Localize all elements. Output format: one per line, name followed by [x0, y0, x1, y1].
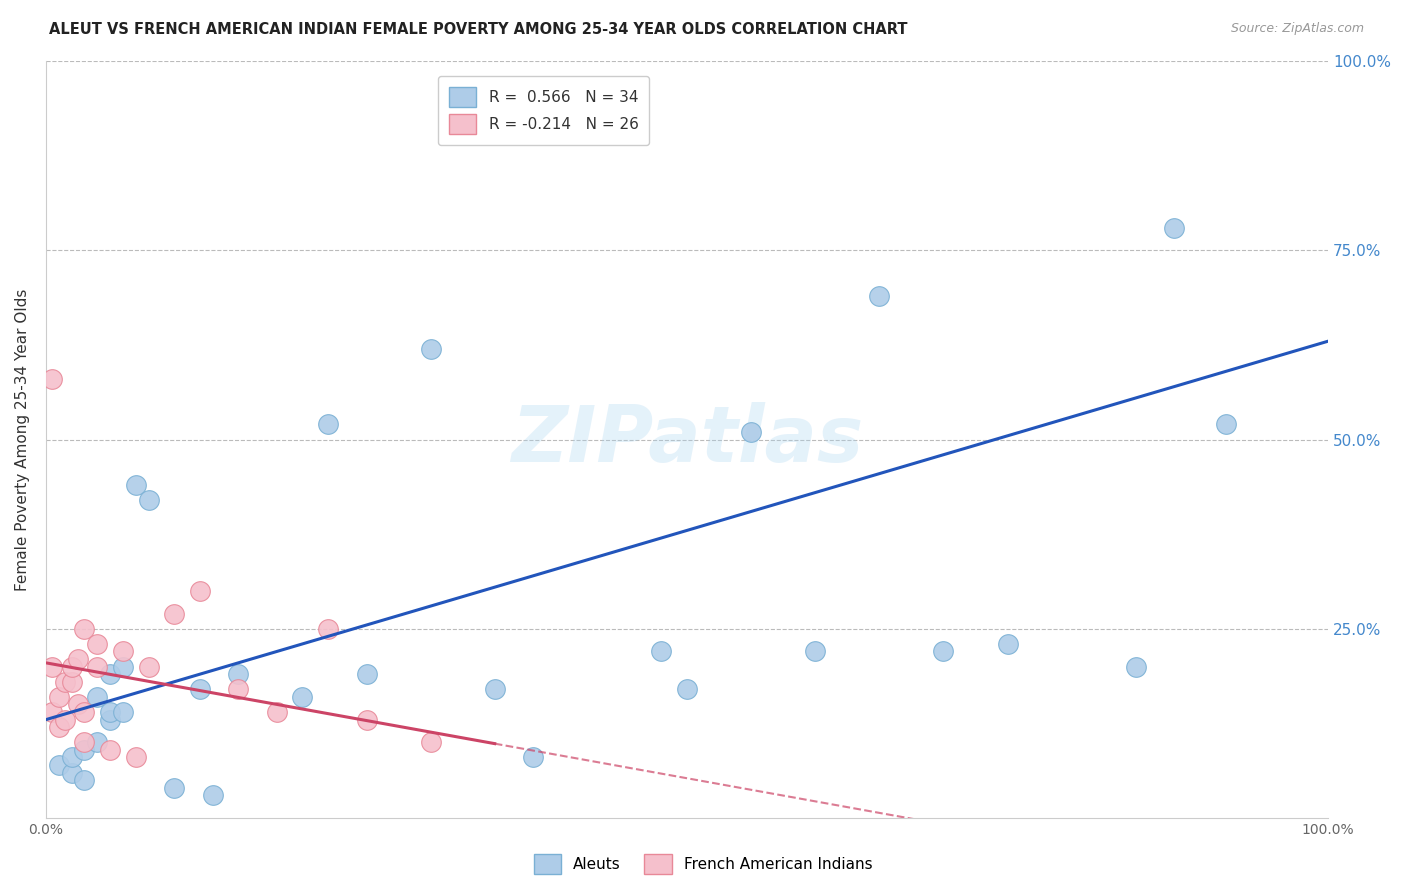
Point	[48, 690, 70, 704]
Point	[41, 372, 63, 386]
Point	[73, 622, 96, 636]
Point	[188, 682, 211, 697]
Point	[111, 659, 134, 673]
Point	[316, 417, 339, 432]
Point	[740, 425, 762, 439]
Legend: R =  0.566   N = 34, R = -0.214   N = 26: R = 0.566 N = 34, R = -0.214 N = 26	[439, 77, 650, 145]
Point	[73, 743, 96, 757]
Point	[98, 705, 121, 719]
Point	[1163, 220, 1185, 235]
Text: ALEUT VS FRENCH AMERICAN INDIAN FEMALE POVERTY AMONG 25-34 YEAR OLDS CORRELATION: ALEUT VS FRENCH AMERICAN INDIAN FEMALE P…	[49, 22, 908, 37]
Point	[41, 705, 63, 719]
Point	[86, 690, 108, 704]
Point	[98, 667, 121, 681]
Point	[522, 750, 544, 764]
Point	[41, 659, 63, 673]
Point	[356, 713, 378, 727]
Point	[48, 758, 70, 772]
Point	[111, 705, 134, 719]
Point	[73, 773, 96, 788]
Point	[868, 289, 890, 303]
Point	[291, 690, 314, 704]
Point	[73, 705, 96, 719]
Point	[226, 682, 249, 697]
Point	[125, 750, 148, 764]
Point	[1215, 417, 1237, 432]
Point	[111, 644, 134, 658]
Point	[73, 735, 96, 749]
Point	[932, 644, 955, 658]
Point	[356, 667, 378, 681]
Point	[125, 478, 148, 492]
Point	[60, 750, 83, 764]
Point	[650, 644, 672, 658]
Legend: Aleuts, French American Indians: Aleuts, French American Indians	[527, 848, 879, 880]
Point	[98, 743, 121, 757]
Point	[66, 652, 89, 666]
Point	[163, 607, 186, 621]
Point	[138, 493, 160, 508]
Point	[997, 637, 1019, 651]
Point	[60, 659, 83, 673]
Point	[138, 659, 160, 673]
Text: Source: ZipAtlas.com: Source: ZipAtlas.com	[1230, 22, 1364, 36]
Point	[484, 682, 506, 697]
Point	[86, 637, 108, 651]
Point	[419, 735, 441, 749]
Point	[676, 682, 699, 697]
Point	[226, 667, 249, 681]
Point	[53, 674, 76, 689]
Point	[86, 659, 108, 673]
Point	[804, 644, 827, 658]
Point	[266, 705, 288, 719]
Point	[53, 713, 76, 727]
Point	[86, 735, 108, 749]
Point	[163, 780, 186, 795]
Point	[316, 622, 339, 636]
Y-axis label: Female Poverty Among 25-34 Year Olds: Female Poverty Among 25-34 Year Olds	[15, 288, 30, 591]
Text: ZIPatlas: ZIPatlas	[510, 401, 863, 477]
Point	[1125, 659, 1147, 673]
Point	[419, 342, 441, 356]
Point	[60, 674, 83, 689]
Point	[66, 698, 89, 712]
Point	[98, 713, 121, 727]
Point	[48, 720, 70, 734]
Point	[60, 765, 83, 780]
Point	[188, 583, 211, 598]
Point	[201, 789, 224, 803]
